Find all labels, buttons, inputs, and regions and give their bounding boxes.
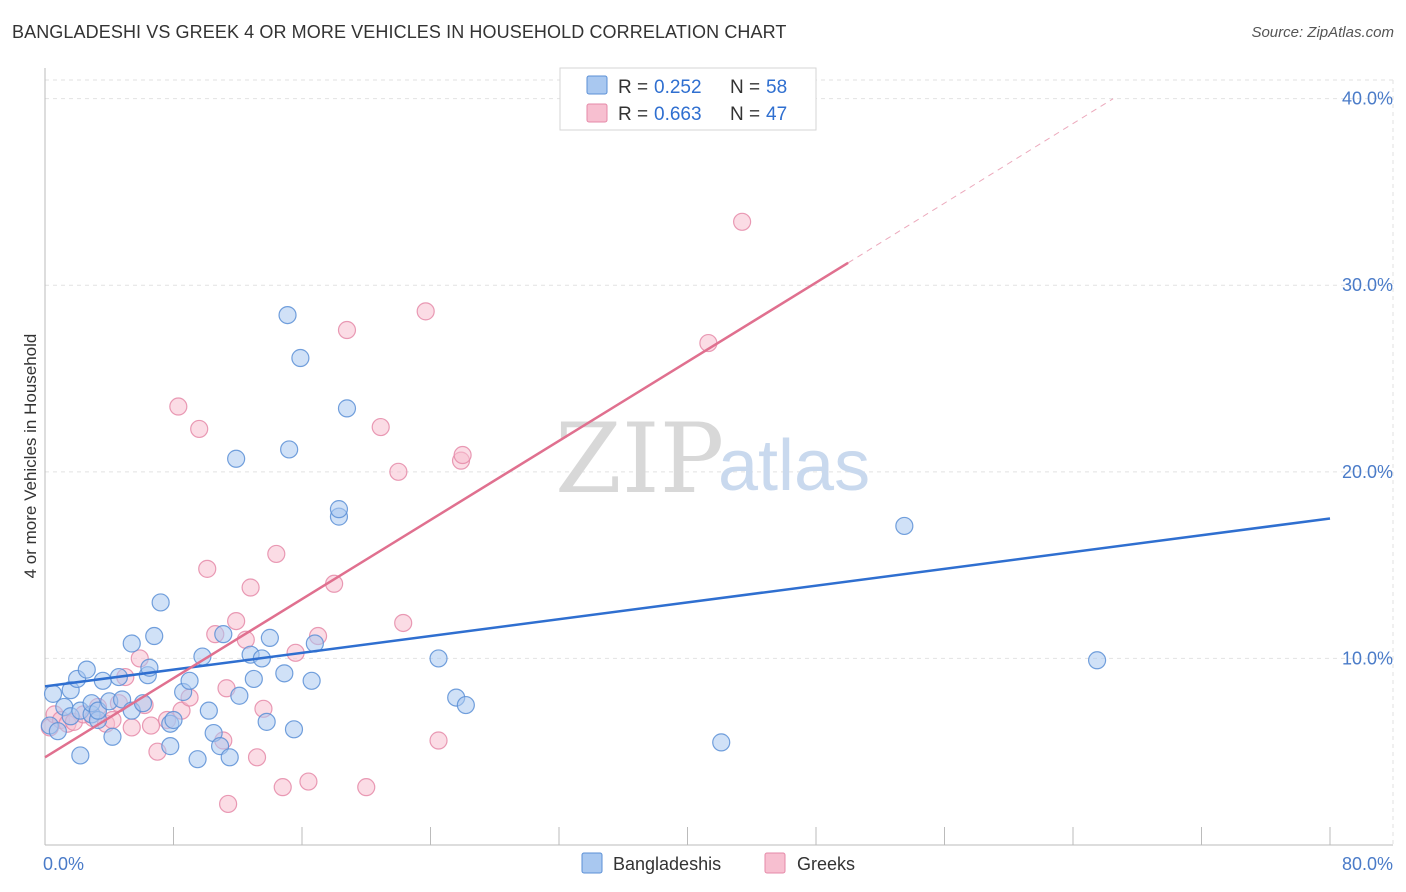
bangladeshis-point — [151, 593, 170, 612]
greeks-point — [371, 417, 390, 437]
watermark: ZIP atlas — [555, 403, 870, 515]
series-legend-swatch-bangladeshis — [581, 852, 603, 874]
greeks-point — [453, 445, 472, 465]
greeks-point — [122, 718, 141, 737]
y-tick-label: 30.0% — [1342, 275, 1393, 295]
bangladeshis-point — [429, 649, 448, 668]
bangladeshis-point — [712, 733, 731, 752]
legend-r-label-greeks: R = — [618, 104, 648, 125]
bangladeshis-point — [199, 701, 218, 720]
bangladeshis-point — [329, 500, 349, 519]
bangladeshis-points — [40, 305, 1107, 769]
bangladeshis-point — [161, 737, 180, 756]
bangladeshis-point — [180, 671, 199, 690]
bangladeshis-point — [257, 712, 276, 731]
greeks-point — [267, 544, 286, 564]
watermark-zip-text: ZIP — [555, 403, 724, 515]
bangladeshis-point — [275, 664, 294, 683]
bangladeshis-point — [214, 625, 233, 644]
bangladeshis-point — [456, 695, 475, 715]
greeks-point — [241, 578, 260, 597]
x-tick-label-max: 80.0% — [1342, 854, 1393, 874]
series-legend: Bangladeshis Greeks — [581, 852, 855, 874]
greeks-point — [169, 397, 188, 416]
bangladeshis-point — [244, 669, 263, 689]
greeks-point — [190, 419, 209, 439]
bangladeshis-point — [103, 727, 122, 746]
source-credit: Source: ZipAtlas.com — [1251, 24, 1394, 41]
legend-n-value-bangladeshis: 58 — [766, 77, 787, 98]
series-legend-label-bangladeshis: Bangladeshis — [613, 854, 721, 874]
legend-swatch-greeks — [586, 103, 608, 123]
bangladeshis-point — [1087, 651, 1107, 670]
legend-swatch-bangladeshis — [586, 75, 608, 95]
stats-legend: R = 0.252 N = 58 R = 0.663 N = 47 — [559, 67, 817, 131]
bangladeshis-point — [188, 750, 207, 769]
chart-title: BANGLADESHI VS GREEK 4 OR MORE VEHICLES … — [12, 22, 787, 42]
bangladeshis-point — [77, 660, 96, 679]
greeks-point — [337, 320, 357, 340]
legend-r-label-bangladeshis: R = — [618, 77, 648, 98]
bangladeshis-point — [284, 720, 304, 739]
greeks-point — [299, 772, 318, 791]
bangladeshis-point — [302, 671, 321, 690]
legend-r-value-bangladeshis: 0.252 — [654, 77, 702, 98]
greeks-point — [429, 731, 448, 750]
bangladeshis-point — [220, 748, 239, 767]
y-tick-label: 40.0% — [1342, 89, 1393, 109]
greeks-point — [389, 462, 408, 481]
legend-n-value-greeks: 47 — [766, 104, 787, 125]
bangladeshis-point — [895, 516, 914, 536]
bangladeshis-point — [122, 634, 141, 653]
bangladeshis-point — [260, 628, 279, 647]
greeks-point — [357, 778, 376, 797]
series-legend-swatch-greeks — [764, 852, 786, 874]
greeks-trendline — [44, 261, 849, 759]
greeks-point — [247, 748, 267, 767]
greeks-point — [227, 611, 246, 631]
greeks-point — [733, 212, 752, 231]
x-tick-label-min: 0.0% — [43, 854, 84, 874]
greeks-point — [198, 559, 217, 578]
bangladeshis-point — [164, 710, 183, 730]
bangladeshis-point — [280, 440, 299, 459]
axes — [44, 68, 1393, 846]
tick-labels: 10.0% 20.0% 30.0% 40.0% 0.0% 80.0% — [43, 89, 1393, 874]
watermark-atlas-text: atlas — [718, 426, 870, 506]
y-axis-label: 4 or more Vehicles in Household — [21, 334, 40, 579]
greeks-point — [141, 716, 161, 735]
bangladeshis-point — [48, 722, 67, 741]
bangladeshis-point — [71, 746, 90, 765]
bangladeshis-point — [337, 399, 357, 418]
bangladeshis-point — [227, 449, 246, 468]
legend-n-label-greeks: N = — [730, 104, 760, 125]
bangladeshis-point — [230, 686, 249, 705]
y-tick-label: 20.0% — [1342, 462, 1393, 482]
bangladeshis-point — [278, 305, 297, 325]
bangladeshis-trendline — [44, 517, 1331, 688]
greeks-trendline-extension — [847, 98, 1114, 264]
greeks-point — [219, 794, 238, 814]
greeks-point — [416, 302, 435, 321]
legend-n-label-bangladeshis: N = — [730, 77, 760, 98]
greeks-point — [273, 778, 292, 797]
y-tick-label: 10.0% — [1342, 648, 1393, 668]
greeks-point — [394, 613, 413, 633]
bangladeshis-point — [145, 626, 164, 646]
bangladeshis-point — [291, 348, 310, 368]
legend-r-value-greeks: 0.663 — [654, 104, 702, 125]
series-legend-label-greeks: Greeks — [797, 854, 855, 874]
trendlines — [44, 98, 1331, 759]
